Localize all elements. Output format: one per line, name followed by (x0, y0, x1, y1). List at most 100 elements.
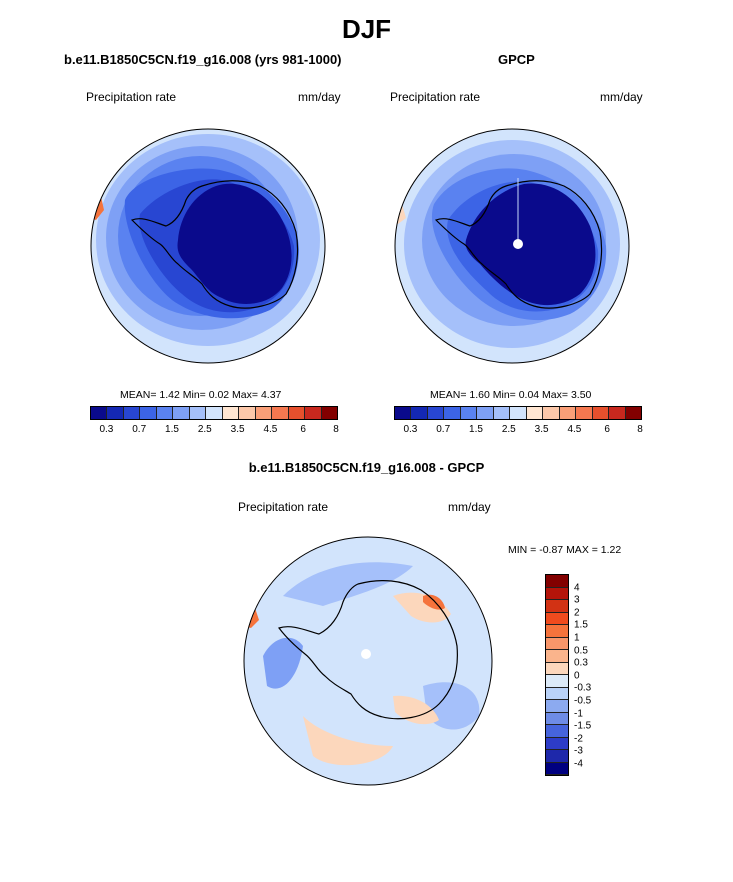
figure-title: DJF (341, 14, 392, 44)
colorbar-tick-label: 3.5 (230, 424, 245, 435)
colorbar-swatch (272, 407, 289, 419)
map-boundary (394, 128, 630, 364)
diff-colorbar (545, 574, 569, 776)
colorbar-swatch (255, 407, 273, 419)
colorbar-tick-label: -1 (574, 708, 583, 720)
colorbar-tick-label: 6 (300, 424, 306, 435)
diff-units-label: mm/day (448, 500, 491, 514)
colorbar-tick-label: 0.3 (574, 657, 588, 669)
right-variable-label: Precipitation rate (390, 90, 481, 104)
colorbar-swatch (546, 675, 568, 688)
diff-negative-patch (263, 637, 303, 689)
colorbar-swatch (239, 407, 256, 419)
colorbar-tick-label: 1.5 (574, 619, 588, 631)
diff-colorbar-ticks: 4 3 2 1.5 1 0.5 0.3 0 -0.3 -0.5 -1 -1.5 -2 -3 -4 (574, 574, 604, 776)
diff-negative-patch (283, 562, 413, 606)
colorbar-swatch (546, 662, 568, 675)
right-polar-map (394, 128, 630, 364)
map-boundary (90, 128, 326, 364)
left-stats: MEAN= 1.42 Min= 0.02 Max= 4.37 (120, 389, 282, 401)
colorbar-swatch (592, 407, 610, 419)
left-units-label: mm/day (298, 90, 341, 104)
diff-variable-label: Precipitation rate (238, 500, 329, 514)
colorbar-swatch (546, 650, 568, 663)
colorbar-swatch (546, 737, 568, 750)
colorbar-tick-label: 0.3 (403, 424, 418, 435)
colorbar-swatch (576, 407, 593, 419)
colorbar-swatch (546, 700, 568, 713)
colorbar-tick-label: 0 (574, 670, 580, 682)
right-panel-title: GPCP (498, 52, 535, 67)
colorbar-swatch (107, 407, 124, 419)
colorbar-swatch (526, 407, 544, 419)
colorbar-tick-label: 0.5 (574, 645, 588, 657)
colorbar-swatch (305, 407, 322, 419)
right-colorbar (394, 406, 642, 420)
colorbar-tick-label: -0.3 (574, 682, 592, 694)
colorbar-swatch (546, 587, 568, 600)
colorbar-swatch (91, 407, 108, 419)
colorbar-tick-label: 8 (637, 424, 643, 435)
colorbar-swatch (546, 612, 568, 625)
colorbar-swatch (123, 407, 141, 419)
diff-stats: MIN = -0.87 MAX = 1.22 (508, 544, 622, 556)
colorbar-swatch (427, 407, 445, 419)
colorbar-tick-label: 0.7 (132, 424, 147, 435)
colorbar-tick-label: -4 (574, 758, 583, 770)
colorbar-tick-label: 6 (604, 424, 610, 435)
colorbar-tick-label: 2.5 (197, 424, 212, 435)
colorbar-swatch (546, 637, 568, 650)
colorbar-swatch (395, 407, 412, 419)
colorbar-swatch (321, 407, 338, 419)
colorbar-swatch (543, 407, 560, 419)
colorbar-swatch (460, 407, 478, 419)
colorbar-swatch (559, 407, 577, 419)
right-units-label: mm/day (600, 90, 643, 104)
pole-hole (361, 649, 371, 659)
colorbar-swatch (288, 407, 306, 419)
colorbar-tick-label: -3 (574, 745, 583, 757)
colorbar-swatch (206, 407, 223, 419)
left-panel-title: b.e11.B1850C5CN.f19_g16.008 (yrs 981-100… (64, 52, 342, 67)
colorbar-swatch (546, 725, 568, 738)
colorbar-tick-label: 1 (574, 632, 580, 644)
left-colorbar-ticks: 0.3 0.7 1.5 2.5 3.5 4.5 6 8 (90, 424, 338, 438)
colorbar-tick-label: 1.5 (469, 424, 483, 435)
colorbar-tick-label: 2 (574, 607, 580, 619)
colorbar-swatch (609, 407, 626, 419)
colorbar-swatch (222, 407, 240, 419)
colorbar-swatch (625, 407, 642, 419)
map-boundary (243, 536, 493, 786)
colorbar-swatch (493, 407, 511, 419)
colorbar-swatch (546, 625, 568, 638)
colorbar-tick-label: 0.7 (436, 424, 451, 435)
colorbar-swatch (140, 407, 157, 419)
antarctica-coastline (278, 580, 458, 720)
colorbar-swatch (546, 575, 568, 588)
colorbar-tick-label: 4.5 (263, 424, 278, 435)
diff-positive-patch (303, 716, 393, 766)
colorbar-tick-label: 2.5 (501, 424, 516, 435)
interior-dark (465, 183, 596, 306)
colorbar-tick-label: -0.5 (574, 695, 592, 707)
antarctica-coastline (130, 180, 299, 309)
pole-hole (513, 239, 523, 249)
colorbar-tick-label: 4.5 (567, 424, 582, 435)
colorbar-swatch (546, 712, 568, 725)
right-stats: MEAN= 1.60 Min= 0.04 Max= 3.50 (430, 389, 592, 401)
colorbar-swatch (510, 407, 527, 419)
interior-dark (177, 183, 292, 304)
colorbar-swatch (411, 407, 428, 419)
colorbar-swatch (546, 687, 568, 700)
colorbar-swatch (156, 407, 174, 419)
colorbar-tick-label: 8 (333, 424, 339, 435)
colorbar-swatch (173, 407, 190, 419)
colorbar-swatch (546, 750, 568, 763)
diff-polar-map (243, 536, 493, 786)
colorbar-swatch (546, 600, 568, 613)
diff-panel-title: b.e11.B1850C5CN.f19_g16.008 - GPCP (248, 460, 485, 475)
left-variable-label: Precipitation rate (86, 90, 177, 104)
diff-positive-patch (393, 695, 439, 725)
colorbar-swatch (444, 407, 461, 419)
colorbar-tick-label: 4 (574, 582, 580, 594)
